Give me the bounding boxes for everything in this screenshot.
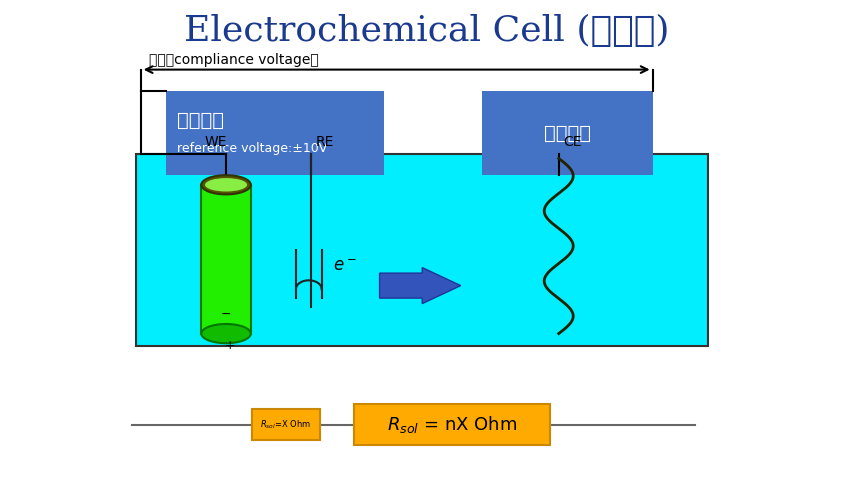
Bar [201,185,250,334]
Text: 极化回路: 极化回路 [543,124,590,143]
Bar [166,91,383,175]
Text: CE: CE [562,135,581,149]
Text: Electrochemical Cell (电解池): Electrochemical Cell (电解池) [183,14,669,48]
Text: +: + [225,339,235,352]
FancyArrow shape [379,268,460,303]
Bar [136,154,707,346]
Ellipse shape [201,175,250,194]
Bar [354,404,550,445]
Text: 测量回路: 测量回路 [177,110,224,130]
Ellipse shape [201,324,250,343]
Text: WE: WE [204,135,227,149]
Text: −: − [221,308,231,321]
Bar [481,91,652,175]
Text: reference voltage:±10V: reference voltage:±10V [177,142,327,156]
Text: $R_{sol}$=X Ohm: $R_{sol}$=X Ohm [260,419,311,431]
Text: RE: RE [315,135,334,149]
Bar [251,409,320,441]
Text: $e^-$: $e^-$ [332,257,356,276]
Text: $R_{sol}$ = nX Ohm: $R_{sol}$ = nX Ohm [387,414,516,435]
Text: 槽压（compliance voltage）: 槽压（compliance voltage） [149,53,319,67]
Ellipse shape [204,178,247,192]
